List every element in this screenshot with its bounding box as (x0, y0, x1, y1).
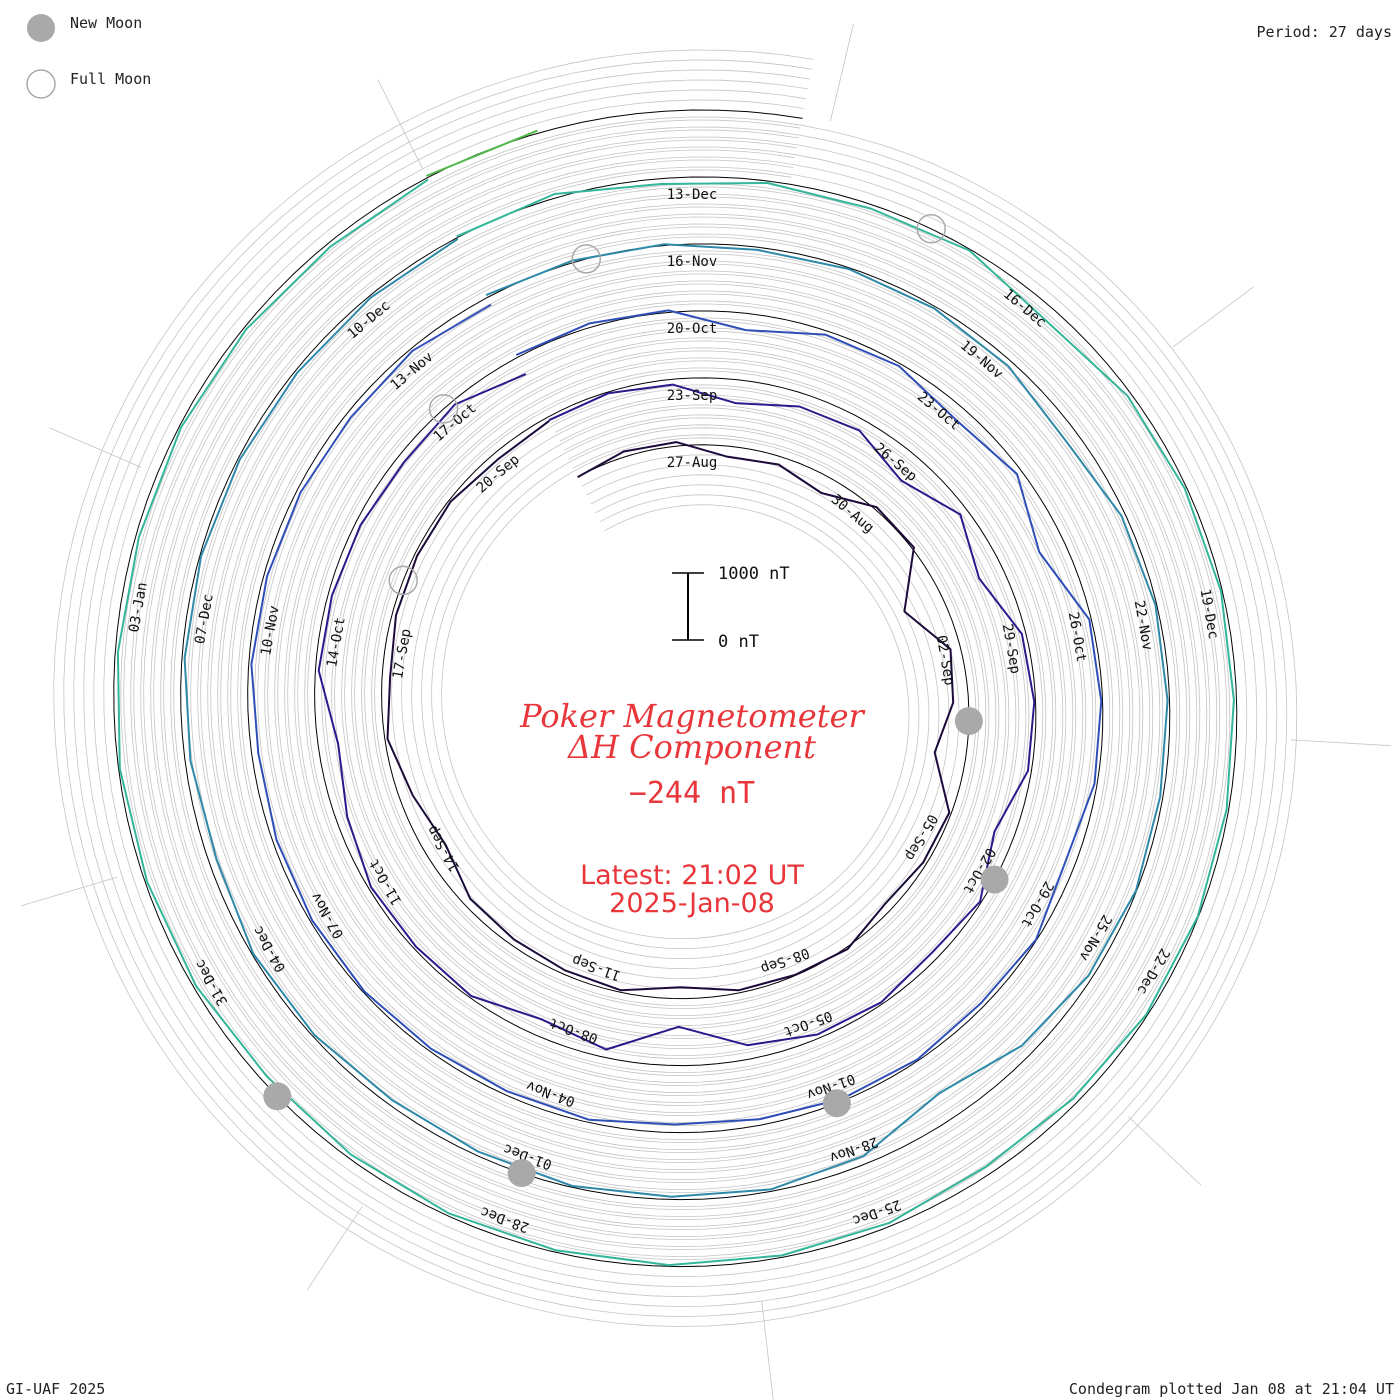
new-moon-marker (507, 1159, 536, 1188)
grid-spiral (153, 149, 1198, 1228)
grid-spiral (63, 59, 1288, 1317)
series-line-3 (250, 303, 1103, 1126)
full-moon-marker (916, 214, 946, 244)
day-spoke (1290, 739, 1391, 747)
date-label: 10-Nov (258, 604, 283, 657)
footer-right: Condegram plotted Jan 08 at 21:04 UT (1069, 1380, 1394, 1398)
legend-full-moon-label: Full Moon (70, 70, 151, 88)
series-line-6 (425, 129, 538, 177)
scale-bottom-label: 0 nT (718, 632, 759, 652)
day-spokes (21, 23, 1391, 1400)
date-label: 14-Sep (424, 822, 463, 874)
date-label: 23-Sep (667, 388, 718, 404)
moon-markers (263, 214, 1009, 1188)
legend: New Moon Full Moon (26, 14, 151, 99)
scale-bar: 1000 nT 0 nT (672, 564, 790, 652)
grid-spiral (103, 99, 1248, 1278)
full-moon-icon (26, 69, 56, 99)
grid-spiral (143, 139, 1208, 1238)
date-label: 10-Dec (345, 298, 394, 343)
grid-spiral (93, 89, 1258, 1288)
day-spoke (307, 1206, 363, 1291)
date-label: 27-Aug (667, 455, 718, 471)
period-label: Period: 27 days (1257, 23, 1392, 41)
new-moon-marker (954, 707, 983, 736)
grid-spiral (163, 159, 1188, 1218)
grid-spiral (83, 79, 1268, 1298)
legend-new-moon-label: New Moon (70, 14, 142, 32)
scale-top-label: 1000 nT (718, 564, 790, 584)
series-line-4 (183, 237, 1169, 1198)
grid-rings (53, 49, 1298, 1327)
series-lines (116, 129, 1235, 1267)
grid-spiral (123, 119, 1228, 1258)
new-moon-marker (980, 865, 1009, 894)
grid-spiral (173, 169, 1178, 1208)
date-label: 20-Oct (667, 321, 718, 337)
chart-title: Poker Magnetometer (519, 697, 865, 735)
date-label: 13-Nov (388, 349, 437, 394)
day-spoke (49, 427, 142, 468)
full-moon-marker (428, 394, 459, 424)
day-spoke (1128, 1116, 1202, 1186)
day-spoke (1173, 286, 1254, 348)
day-spoke (761, 1300, 774, 1400)
grid-spiral (133, 129, 1218, 1248)
date-label: 16-Nov (667, 254, 718, 270)
date-label: 13-Dec (667, 187, 718, 203)
current-value: −244 nT (629, 776, 755, 811)
chart-subtitle: ΔH Component (566, 728, 816, 766)
new-moon-marker (822, 1089, 851, 1118)
date-label: 11-Sep (570, 951, 623, 983)
series-line-5 (116, 178, 1235, 1267)
series-line-1 (386, 419, 955, 992)
new-moon-icon (27, 14, 55, 42)
footer-left: GI-UAF 2025 (6, 1380, 105, 1398)
series-line-2 (317, 373, 1036, 1051)
date-label: 07-Dec (192, 593, 217, 646)
day-spoke (829, 23, 854, 122)
baseline-spiral (113, 109, 1238, 1268)
latest-time: Latest: 21:02 UT (580, 860, 804, 891)
day-spoke (21, 876, 118, 907)
new-moon-marker (263, 1082, 292, 1111)
grid-spiral (53, 49, 1298, 1327)
full-moon-marker (388, 565, 418, 596)
full-moon-marker (571, 244, 602, 274)
grid-spiral (73, 69, 1278, 1307)
day-spoke (377, 79, 424, 169)
latest-date: 2025-Jan-08 (609, 888, 775, 919)
